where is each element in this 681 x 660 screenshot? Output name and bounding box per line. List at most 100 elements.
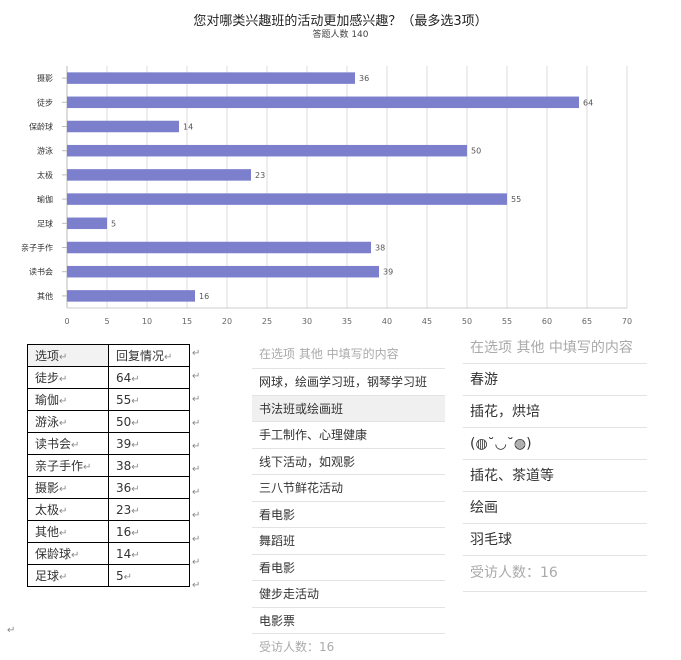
list-item: 插花，烘培 [463,396,647,428]
table-row: 徒步↵ 64↵ [27,366,190,389]
table-cell: 其他↵ [27,520,109,543]
paragraph-mark: ↵ [192,510,201,522]
data-label: 64 [583,98,593,107]
list-item: 线下活动，如观影 [252,449,445,475]
category-label: 摄影 [37,73,53,83]
list-item: 舞蹈班 [252,528,445,555]
paragraph-mark: ↵ [192,417,201,429]
x-tick-label: 0 [64,317,69,326]
bar-chart: 0 5 10 15 20 25 30 35 40 45 50 55 60 65 70 摄影 36 徒步 64 保龄球 1… [21,66,632,326]
bar [67,290,195,302]
paragraph-mark: ↵ [192,371,201,383]
list-item: 看电影 [252,555,445,581]
category-label: 保龄球 [29,122,53,132]
x-tick-label: 60 [542,317,552,326]
list-item: 健步走活动 [252,581,445,608]
x-tick-label: 40 [382,317,392,326]
data-label: 39 [383,268,393,277]
table-cell: 瑜伽↵ [27,388,109,411]
reply-table: 选项↵ 回复情况↵ 徒步↵ 64↵ 瑜伽↵ 55↵ 游泳↵ 50↵ 读书会↵ 39↵ 亲子手作↵ 38… [27,344,190,587]
table-row: 其他↵ 16↵ [27,520,190,543]
bar [67,96,579,109]
list-item: 看电影 [252,502,445,528]
x-tick-label: 5 [104,317,109,326]
paragraph-mark: ↵ [192,533,201,545]
table-cell: 55↵ [108,388,190,411]
data-label: 16 [199,292,209,301]
data-label: 38 [375,244,385,253]
paragraph-mark: ↵ [192,348,201,359]
category-label: 徒步 [37,97,53,107]
table-cell: 回复情况↵ [108,344,190,367]
bar [67,265,379,278]
x-tick-label: 50 [462,317,472,326]
bar [67,120,179,133]
paragraph-mark: ↵ [192,580,201,591]
bar [67,193,507,205]
x-tick-label: 65 [582,317,592,326]
table-cell: 23↵ [108,498,190,521]
table-cell: 选项↵ [27,344,109,367]
other-answers-list-2: 在选项 其他 中填写的内容 春游 插花，烘培 (◍˘◡˘◍) 插花、茶道等 绘画 羽毛球 … [463,335,647,592]
category-label: 其他 [37,291,53,301]
list-item: 春游 [463,364,647,396]
paragraph-mark: ↵ [192,556,201,568]
bar [67,169,251,181]
category-label: 太极 [37,170,53,180]
table-cell: 36↵ [108,476,190,499]
bar [67,217,107,230]
list-item: 网球，绘画学习班，钢琴学习班 [252,369,445,396]
other-answers-list-1: 在选项 其他 中填写的内容 网球，绘画学习班，钢琴学习班 书法班或绘画班 手工制作、… [252,343,445,656]
table-cell: 摄影↵ [27,476,109,499]
paragraph-mark: ↵ [192,487,201,499]
x-tick-label: 15 [182,317,192,326]
table-cell: 游泳↵ [27,410,109,433]
table-cell: 5↵ [108,564,190,587]
table-cell: 50↵ [108,410,190,433]
table-cell: 足球↵ [27,564,109,587]
list-header: 在选项 其他 中填写的内容 [463,335,647,364]
data-label: 36 [359,74,369,83]
list-item: 插花、茶道等 [463,460,647,492]
table-cell: 保龄球↵ [27,542,109,565]
table-cell: 太极↵ [27,498,109,521]
paragraph-mark: ↵ [192,440,201,452]
bar [67,144,467,157]
x-tick-label: 25 [262,317,272,326]
list-item: 三八节鲜花活动 [252,475,445,502]
category-label: 读书会 [29,267,53,277]
table-row: 读书会↵ 39↵ [27,432,190,455]
table-row: 太极↵ 23↵ [27,498,190,521]
category-label: 瑜伽 [37,194,53,204]
category-label: 足球 [37,218,53,228]
data-label: 5 [111,219,116,228]
table-cell: 39↵ [108,432,190,455]
list-footer: 受访人数：16 [463,556,647,592]
category-label: 亲子手作 [21,243,53,253]
table-cell: 徒步↵ [27,366,109,389]
x-tick-label: 30 [302,317,312,326]
table-cell: 读书会↵ [27,432,109,455]
table-cell: 38↵ [108,454,190,477]
table-cell: 14↵ [108,542,190,565]
data-label: 23 [255,171,265,180]
list-item: 手工制作、心理健康 [252,422,445,449]
bar [67,72,355,84]
data-label: 55 [511,195,521,204]
x-tick-label: 45 [422,317,432,326]
table-row: 摄影↵ 36↵ [27,476,190,499]
data-label: 50 [471,147,481,156]
table-cell: 亲子手作↵ [27,454,109,477]
list-item: 羽毛球 [463,524,647,556]
table-cell: 16↵ [108,520,190,543]
x-tick-label: 20 [222,317,232,326]
list-footer: 受访人数：16 [259,640,335,654]
list-item: 书法班或绘画班 [252,395,445,422]
table-cell: 64↵ [108,366,190,389]
table-row: 瑜伽↵ 55↵ [27,388,190,411]
x-tick-label: 55 [502,317,512,326]
list-item: (◍˘◡˘◍) [463,428,647,460]
table-row: 游泳↵ 50↵ [27,410,190,433]
chart-title: 您对哪类兴趣班的活动更加感兴趣？（最多选3项） [193,14,488,29]
x-tick-label: 35 [342,317,352,326]
